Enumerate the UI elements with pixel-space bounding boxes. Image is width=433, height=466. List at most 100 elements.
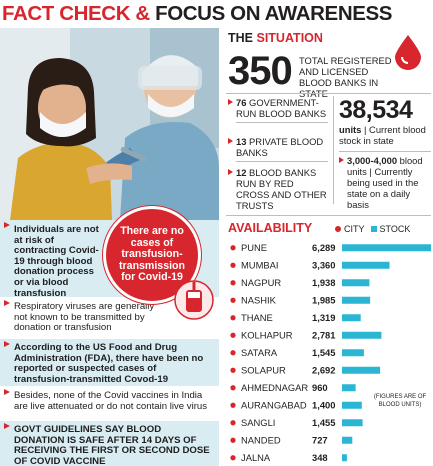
legend-stock-swatch — [370, 226, 377, 232]
stock-value-mumbai: 3,360 — [312, 260, 335, 271]
stock-bar-nashik — [342, 296, 371, 304]
legend-city-label: CITY — [344, 224, 365, 234]
stock-bar-sangli — [342, 419, 363, 427]
bullet-dot-ahmednagar — [230, 385, 236, 391]
city-label-thane: THANE — [241, 312, 273, 323]
stock-bar-satara — [342, 349, 364, 357]
fact-item-5: GOVT GUIDELINES SAY BLOOD DONATION IS SA… — [0, 421, 219, 466]
daily-usage-value: 3,000-4,000 — [347, 155, 398, 166]
bullet-dot-nanded — [230, 437, 236, 443]
bullet-dot-sangli — [230, 420, 236, 426]
arrow-bullet-icon — [4, 423, 10, 429]
breakdown-label: BLOOD BANKS RUN BY RED CROSS AND OTHER T… — [236, 167, 327, 211]
units-note: (FIGURES ARE OF BLOOD UNITS) — [373, 394, 427, 408]
bullet-dot-solapur — [230, 367, 236, 373]
chart-legend: CITY STOCK — [335, 224, 410, 234]
stock-value-pune: 6,289 — [312, 242, 335, 253]
city-label-sangli: SANGLI — [241, 417, 275, 428]
facts-panel: Individuals are not at risk of contracti… — [0, 220, 219, 466]
arrow-bullet-icon — [4, 341, 10, 347]
stock-bar-ahmednagar — [342, 384, 356, 392]
bullet-dot-thane — [230, 315, 236, 321]
arrow-bullet-icon — [4, 389, 10, 395]
stock-value-nashik: 1,985 — [312, 295, 335, 306]
stock-value-nanded: 727 — [312, 435, 328, 446]
breakdown-count: 12 — [236, 167, 247, 178]
arrow-bullet-icon — [228, 169, 233, 175]
stock-bar-jalna — [342, 454, 347, 462]
city-label-satara: SATARA — [241, 347, 278, 358]
fact-3-bold: According to the US Food and Drug Admini… — [14, 342, 204, 385]
blood-bag-icon — [174, 280, 214, 320]
total-blood-banks-value: 350 — [228, 49, 293, 93]
arrow-bullet-icon — [339, 157, 344, 163]
fact-item-3: According to the US Food and Drug Admini… — [0, 339, 219, 386]
divider — [339, 151, 431, 152]
stock-bar-kolhapur — [342, 331, 382, 339]
city-label-mumbai: MUMBAI — [241, 260, 279, 271]
bullet-dot-nashik — [230, 297, 236, 303]
daily-usage: 3,000-4,000 blood units | Currently bein… — [339, 155, 431, 210]
arrow-bullet-icon — [4, 300, 10, 306]
stock-bar-mumbai — [342, 261, 390, 269]
breakdown-count: 13 — [236, 136, 247, 147]
stock-value-satara: 1,545 — [312, 347, 335, 358]
breakdown-item-private: 13 PRIVATE BLOOD BANKS — [228, 136, 328, 162]
fact-4-text: Besides, none of the Covid vaccines in I… — [14, 390, 208, 412]
stock-bar-nanded — [342, 436, 353, 444]
stock-bar-solapur — [342, 366, 381, 374]
divider — [226, 215, 431, 216]
bullet-dot-pune — [230, 245, 236, 251]
bullet-dot-jalna — [230, 455, 236, 461]
bullet-dot-satara — [230, 350, 236, 356]
stock-bar-thane — [342, 314, 361, 322]
stock-bar-aurangabad — [342, 401, 362, 409]
availability-title: AVAILABILITY — [228, 221, 313, 235]
breakdown-label: PRIVATE BLOOD BANKS — [236, 136, 324, 158]
daily-usage-label: blood units | Currently being used in th… — [347, 155, 423, 210]
bullet-dot-aurangabad — [230, 402, 236, 408]
callout-text: There are no cases of transfusion-transm… — [119, 225, 185, 284]
legend-stock-label: STOCK — [379, 224, 411, 234]
blood-drop-icon — [395, 35, 421, 70]
city-label-nagpur: NAGPUR — [241, 277, 281, 288]
stock-value-thane: 1,319 — [312, 312, 335, 323]
headline-part-1: FACT CHECK & — [2, 2, 156, 25]
arrow-bullet-icon — [228, 138, 233, 144]
fact-1-bold: Individuals are not at risk of contracti… — [14, 224, 99, 299]
divider — [226, 93, 431, 94]
stock-value-solapur: 2,692 — [312, 365, 335, 376]
stock-value-kolhapur: 2,781 — [312, 330, 335, 341]
stock-value-aurangabad: 1,400 — [312, 400, 335, 411]
blood-stock-label: units | Current blood stock in state — [339, 124, 431, 146]
stock-value-nagpur: 1,938 — [312, 277, 335, 288]
situation-title-a: THE — [228, 31, 257, 45]
city-label-solapur: SOLAPUR — [241, 365, 286, 376]
page-headline: FACT CHECK & FOCUS ON AWARENESS — [2, 0, 433, 27]
city-label-nashik: NASHIK — [241, 295, 277, 306]
availability-bar-chart: PUNE 6,289 MUMBAI 3,360 NAGPUR 1,938 NASHIK 1,9… — [230, 242, 431, 463]
stock-bar-pune — [342, 244, 431, 252]
arrow-bullet-icon — [4, 222, 10, 228]
vaccination-photo — [0, 28, 219, 220]
situation-title-b: SITUATION — [256, 31, 323, 45]
arrow-bullet-icon — [228, 99, 233, 105]
legend-city-swatch — [335, 226, 341, 232]
blood-stock-desc: | Current blood stock in state — [339, 124, 426, 146]
city-label-kolhapur: KOLHAPUR — [241, 330, 293, 341]
city-label-aurangabad: AURANGABAD — [241, 400, 307, 411]
fact-2-text: Respiratory viruses are generally not kn… — [14, 301, 155, 334]
city-label-nanded: NANDED — [241, 435, 281, 446]
fact-5-bold: GOVT GUIDELINES SAY BLOOD DONATION IS SA… — [14, 424, 210, 466]
situation-title: THE SITUATION — [228, 31, 323, 45]
bullet-dot-kolhapur — [230, 332, 236, 338]
stock-bar-nagpur — [342, 279, 370, 287]
breakdown-label: GOVERNMENT-RUN BLOOD BANKS — [236, 97, 327, 119]
headline-part-2: FOCUS ON AWARENESS — [155, 2, 393, 25]
breakdown-count: 76 — [236, 97, 247, 108]
stock-value-jalna: 348 — [312, 452, 328, 463]
bullet-dot-mumbai — [230, 262, 236, 268]
fact-item-4: Besides, none of the Covid vaccines in I… — [0, 387, 219, 420]
city-label-jalna: JALNA — [241, 452, 271, 463]
blood-stock-value: 38,534 — [339, 96, 413, 124]
